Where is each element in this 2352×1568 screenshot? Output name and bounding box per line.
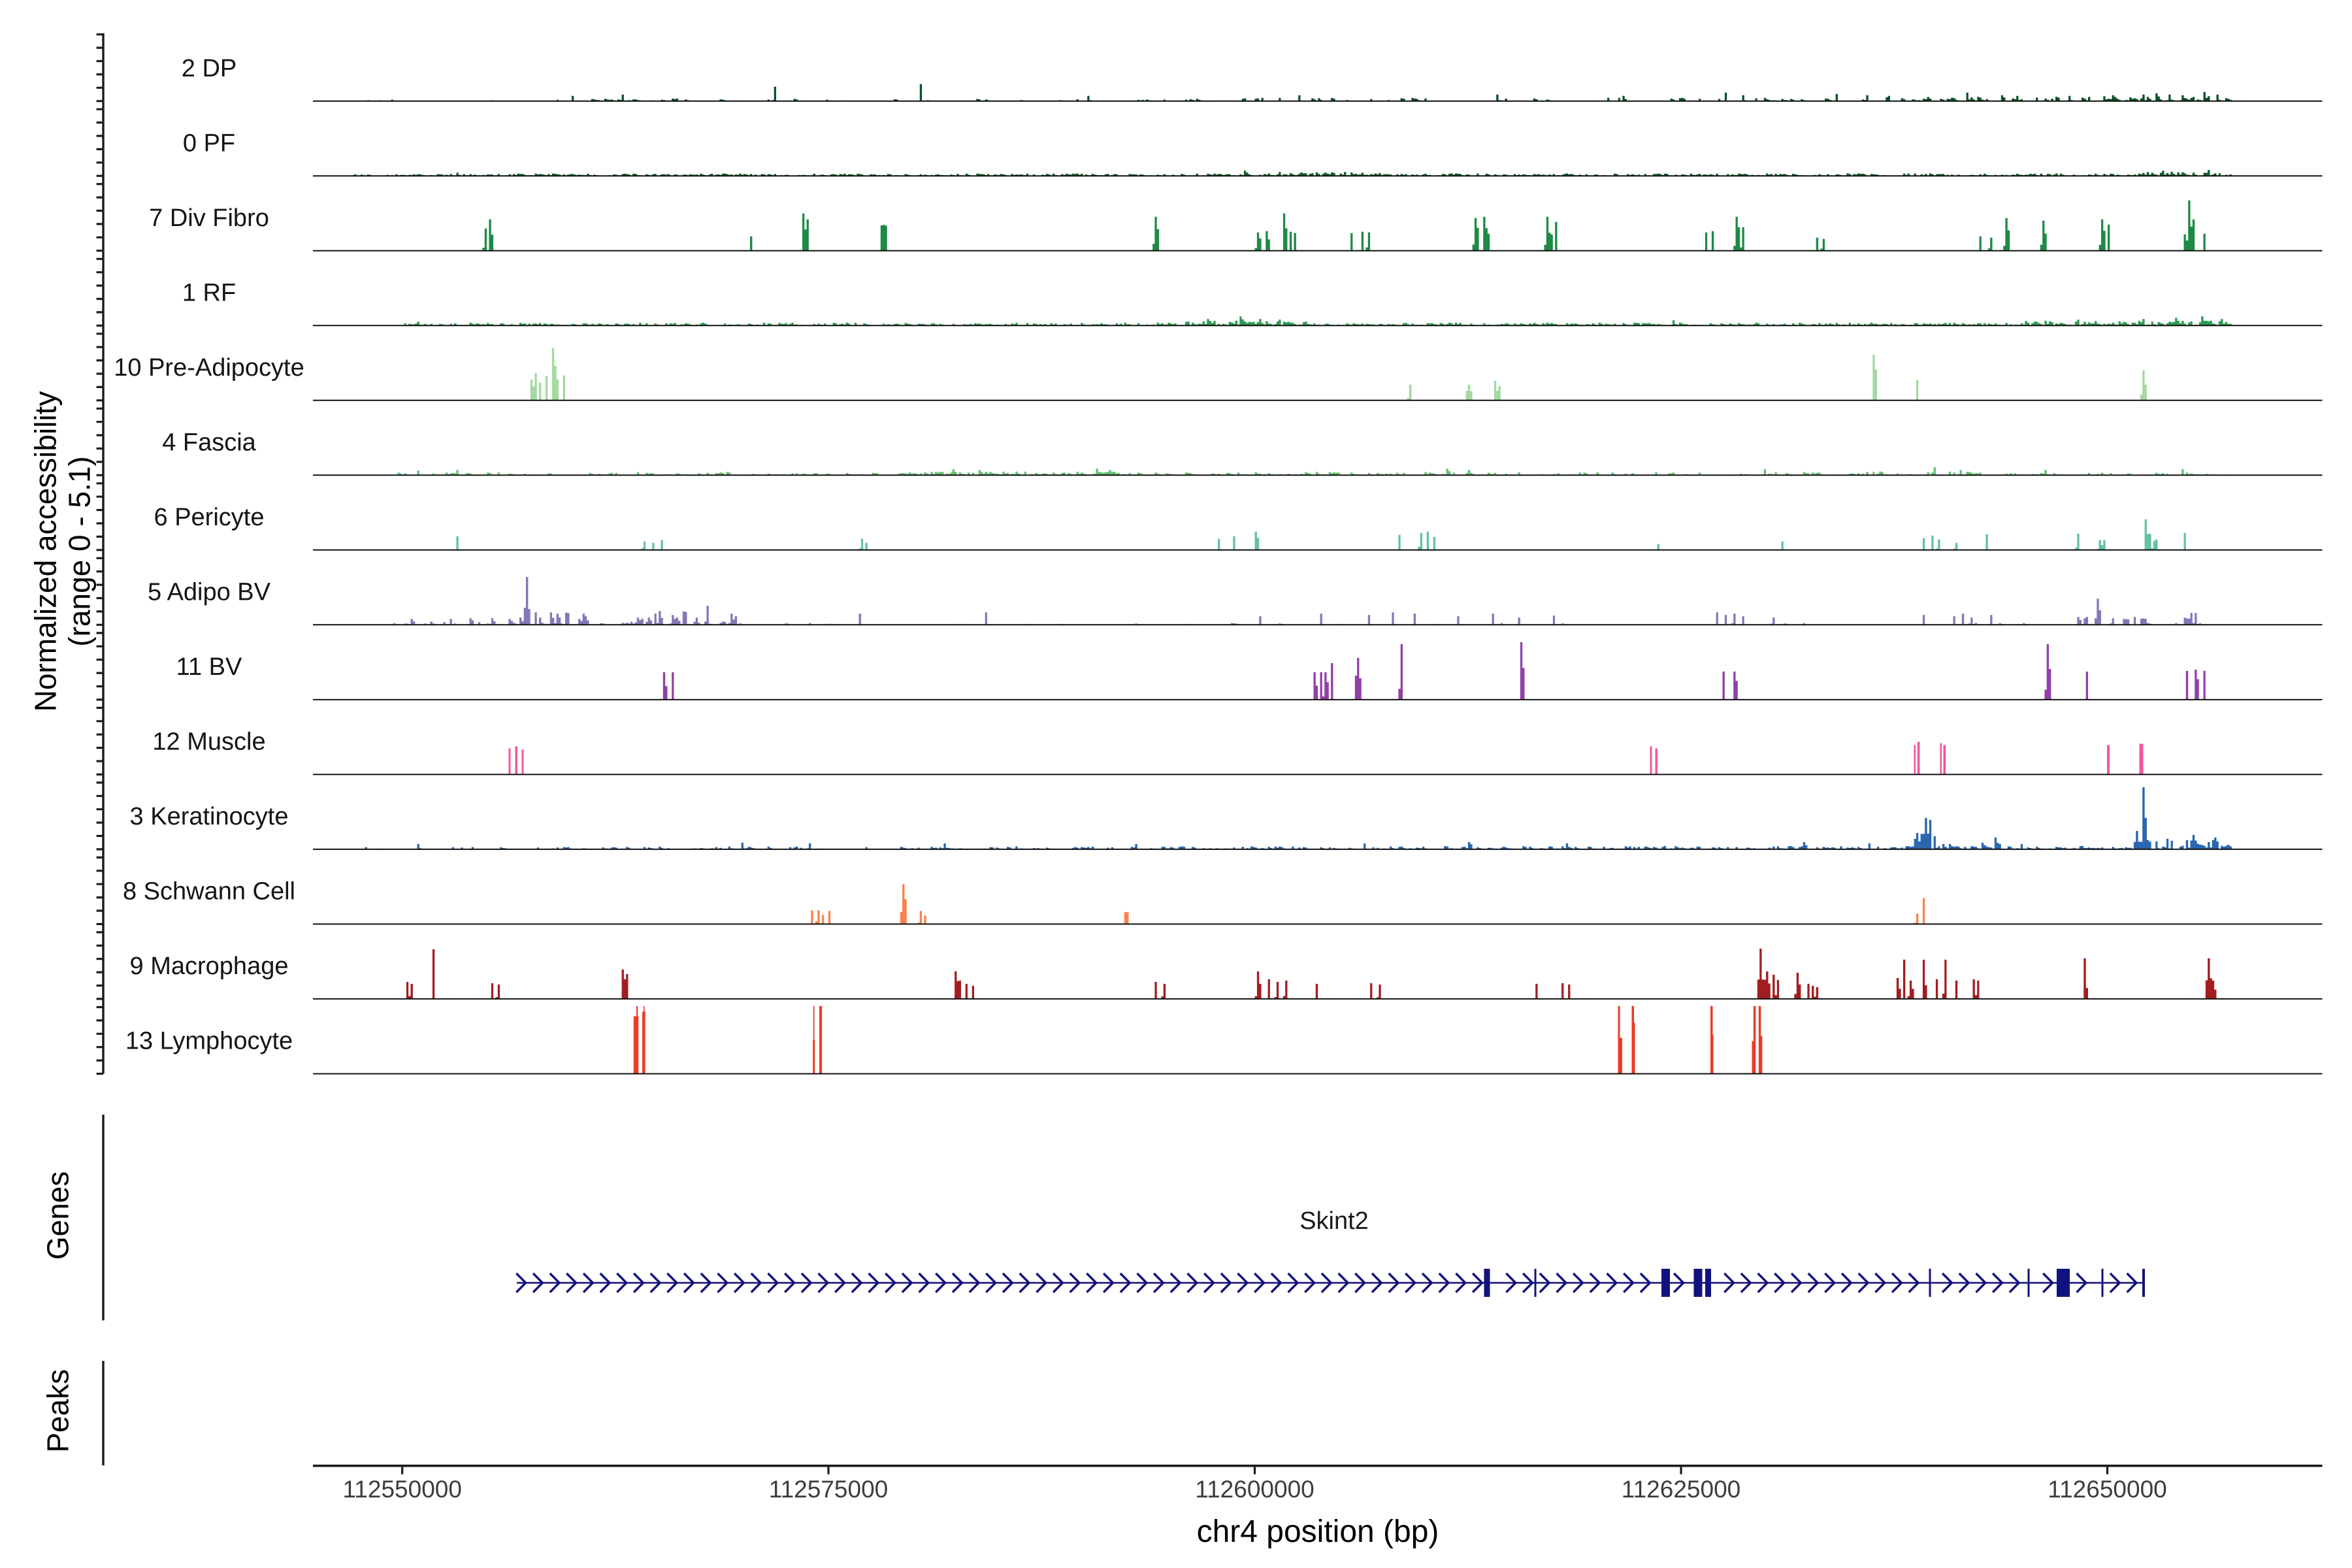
svg-text:10 Pre-Adipocyte: 10 Pre-Adipocyte [114, 354, 304, 382]
svg-text:0 PF: 0 PF [183, 129, 235, 157]
svg-text:(range 0 - 5.1): (range 0 - 5.1) [63, 456, 97, 646]
svg-text:11 BV: 11 BV [176, 653, 242, 681]
svg-text:8 Schwann Cell: 8 Schwann Cell [123, 878, 295, 906]
svg-text:2 DP: 2 DP [182, 55, 237, 82]
svg-text:112600000: 112600000 [1195, 1476, 1314, 1503]
svg-text:Genes: Genes [41, 1171, 75, 1260]
svg-text:7 Div Fibro: 7 Div Fibro [149, 204, 269, 232]
svg-text:112575000: 112575000 [769, 1476, 888, 1503]
svg-text:5 Adipo BV: 5 Adipo BV [148, 579, 271, 606]
svg-text:1 RF: 1 RF [182, 279, 236, 306]
svg-text:Peaks: Peaks [41, 1369, 75, 1453]
svg-text:chr4 position (bp): chr4 position (bp) [1197, 1514, 1439, 1549]
svg-text:112625000: 112625000 [1622, 1476, 1740, 1503]
svg-text:12 Muscle: 12 Muscle [152, 728, 265, 756]
svg-text:9 Macrophage: 9 Macrophage [130, 953, 289, 980]
svg-text:13 Lymphocyte: 13 Lymphocyte [125, 1028, 293, 1055]
svg-text:6 Pericyte: 6 Pericyte [154, 504, 265, 531]
svg-text:112650000: 112650000 [2048, 1476, 2166, 1503]
svg-text:112550000: 112550000 [342, 1476, 461, 1503]
svg-text:4 Fascia: 4 Fascia [162, 429, 256, 457]
svg-text:Skint2: Skint2 [1299, 1207, 1369, 1235]
svg-text:Normalized accessibility: Normalized accessibility [29, 391, 63, 712]
svg-text:3 Keratinocyte: 3 Keratinocyte [130, 803, 289, 830]
